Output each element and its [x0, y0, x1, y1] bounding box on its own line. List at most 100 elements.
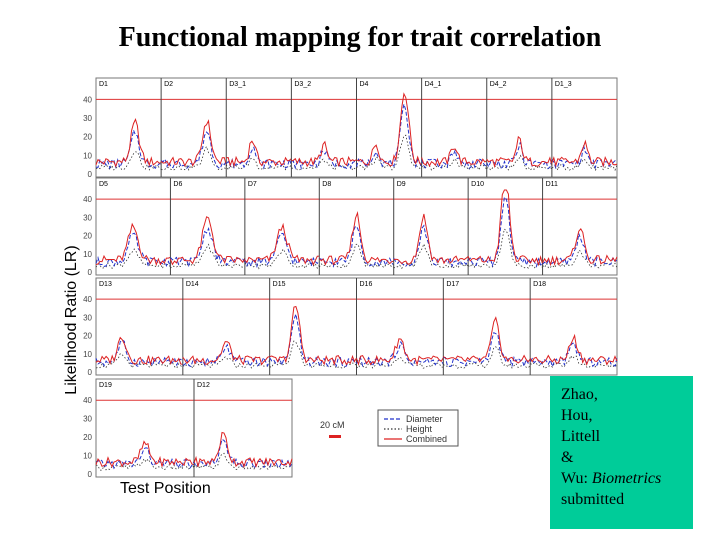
citation-author-wu: Wu:: [561, 470, 592, 487]
diameter-series-line: [486, 142, 553, 170]
segment-label: D19: [99, 382, 112, 389]
height-series-line: [356, 134, 422, 171]
height-series-line: [170, 243, 245, 269]
combined-series-line: [529, 333, 618, 367]
segment-label: D7: [248, 181, 257, 188]
height-series-line: [542, 249, 618, 269]
y-tick-label: 40: [83, 295, 92, 304]
y-tick-label: 40: [83, 195, 92, 204]
segment-label: D16: [360, 281, 373, 288]
segment-label: D2: [164, 81, 173, 88]
y-tick-label: 40: [83, 396, 92, 405]
citation-box: Zhao, Hou, Littell & Wu: Biometrics subm…: [550, 376, 693, 529]
diameter-series-line: [95, 339, 184, 368]
combined-series-line: [182, 341, 270, 366]
citation-author: Hou,: [561, 407, 593, 424]
height-series-line: [193, 452, 293, 471]
combined-series-line: [193, 431, 293, 469]
citation-status: submitted: [561, 491, 625, 508]
y-tick-label: 30: [83, 313, 92, 322]
y-tick-label: 20: [83, 433, 92, 442]
combined-series-line: [169, 216, 246, 266]
y-tick-label: 10: [83, 151, 92, 160]
y-tick-label: 0: [88, 470, 93, 479]
combined-series-line: [95, 440, 195, 468]
segment-label: D1_3: [555, 81, 572, 88]
segment-label: D18: [533, 281, 546, 288]
combined-series-line: [551, 139, 618, 168]
combined-series-line: [291, 140, 357, 168]
combined-series-line: [318, 211, 394, 266]
combined-series-line: [95, 222, 171, 267]
y-tick-label: 30: [83, 213, 92, 222]
x-axis-label: Test Position: [120, 480, 211, 497]
y-tick-label: 20: [83, 232, 92, 241]
y-tick-label: 10: [83, 250, 92, 259]
diameter-series-line: [542, 233, 618, 268]
page-title: Functional mapping for trait correlation: [118, 22, 602, 53]
diameter-series-line: [356, 104, 423, 169]
citation-author: Littell: [561, 428, 601, 445]
scale-bar-label: 20 cM: [320, 420, 345, 430]
segment-label: D1: [99, 81, 108, 88]
y-tick-label: 40: [83, 95, 92, 104]
height-series-line: [530, 354, 618, 369]
diameter-series-line: [551, 144, 618, 170]
combined-series-line: [393, 213, 469, 265]
segment-label: D14: [186, 281, 199, 288]
height-series-line: [421, 158, 488, 171]
diameter-series-line: [319, 225, 395, 268]
legend-label: Diameter: [406, 414, 443, 424]
diameter-series-line: [95, 232, 171, 268]
combined-series-line: [356, 92, 422, 167]
y-tick-label: 10: [83, 452, 92, 461]
combined-series-line: [244, 222, 320, 266]
y-tick-label: 20: [83, 332, 92, 341]
combined-series-line: [356, 338, 444, 367]
height-series-line: [467, 228, 543, 269]
segment-label: D5: [99, 181, 108, 188]
segment-label: D9: [397, 181, 406, 188]
segment-label: D4: [360, 81, 369, 88]
combined-series-line: [442, 316, 531, 364]
legend-box: [377, 409, 459, 447]
segment-label: D12: [197, 382, 210, 389]
citation-author: Zhao,: [561, 386, 598, 403]
height-series-line: [95, 248, 171, 270]
y-tick-label: 30: [83, 114, 92, 123]
combined-series-line: [95, 118, 162, 168]
segment-label: D11: [546, 181, 558, 188]
y-tick-label: 0: [88, 268, 93, 277]
height-series-line: [486, 154, 553, 171]
diameter-series-line: [193, 438, 293, 470]
combined-series-line: [226, 140, 292, 168]
height-series-line: [551, 158, 618, 172]
combined-series-line: [467, 189, 544, 267]
segment-label: D6: [173, 181, 182, 188]
y-tick-label: 0: [88, 368, 93, 377]
panel-frame: [95, 177, 618, 276]
combined-series-line: [542, 228, 618, 267]
height-series-line: [95, 151, 162, 171]
citation-ampersand: &: [561, 449, 574, 466]
combined-series-line: [486, 135, 553, 169]
segment-label: D10: [471, 181, 484, 188]
scale-bar: [329, 435, 341, 438]
segment-label: D17: [446, 281, 459, 288]
legend-label: Height: [406, 424, 433, 434]
diameter-series-line: [95, 447, 195, 470]
segment-label: D8: [322, 181, 331, 188]
combined-series-line: [269, 305, 357, 367]
height-series-line: [393, 242, 469, 270]
legend-label: Combined: [406, 434, 447, 444]
citation-journal: Biometrics: [591, 470, 662, 487]
segment-label: D15: [273, 281, 286, 288]
y-tick-label: 10: [83, 350, 92, 359]
diameter-series-line: [269, 312, 357, 368]
diameter-series-line: [529, 342, 618, 369]
diameter-series-line: [443, 331, 531, 368]
height-series-line: [356, 357, 444, 369]
combined-series-line: [95, 336, 183, 367]
y-tick-label: 30: [83, 415, 92, 424]
